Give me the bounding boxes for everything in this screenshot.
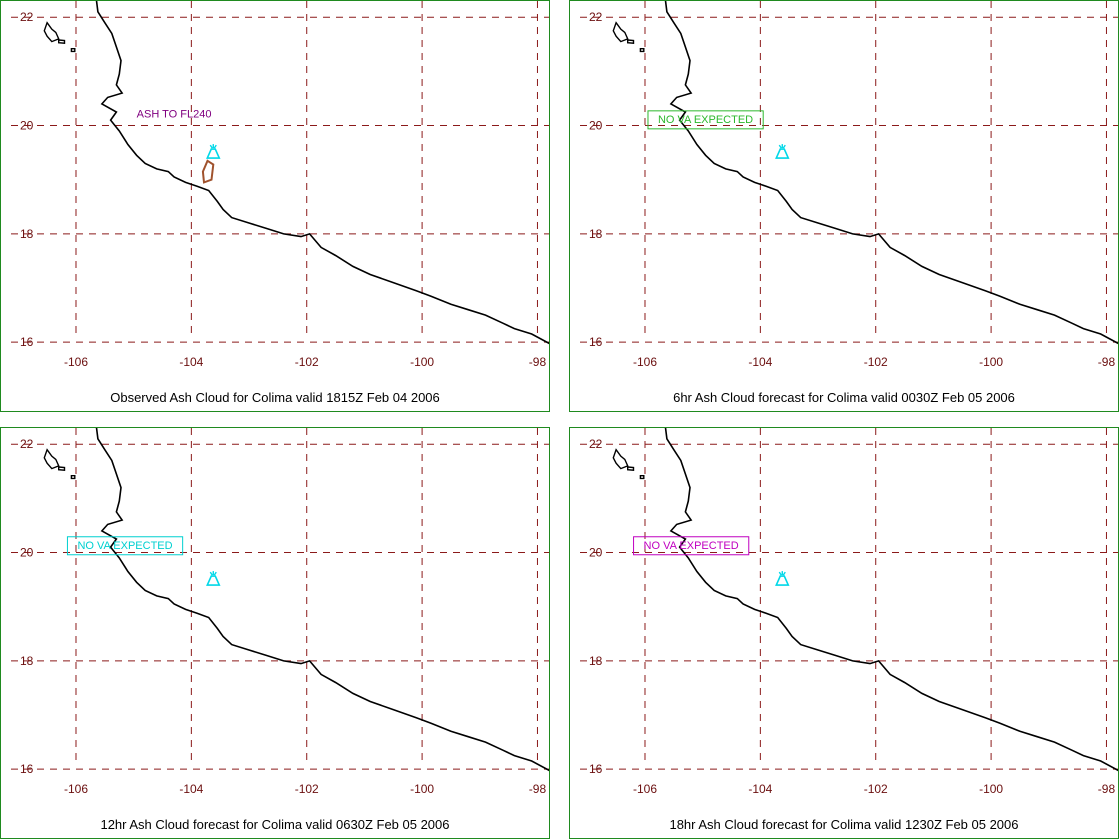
lat-tick-label: 22 [589, 437, 603, 451]
lon-tick-label: -100 [979, 355, 1003, 369]
lat-tick-label: 16 [20, 762, 34, 776]
lon-tick-label: -102 [295, 782, 319, 796]
panel-caption: 12hr Ash Cloud forecast for Colima valid… [100, 817, 450, 832]
lat-tick-label: 22 [20, 10, 34, 24]
lon-tick-label: -106 [64, 782, 88, 796]
island-outline [43, 448, 60, 470]
island-outline [627, 466, 635, 471]
lat-tick-label: 16 [589, 762, 603, 776]
island-outline [70, 475, 76, 480]
lon-tick-label: -98 [1098, 782, 1116, 796]
panel-caption: Observed Ash Cloud for Colima valid 1815… [110, 390, 440, 405]
island-outline [43, 21, 60, 43]
map-panel-18hr: -106 -104 -102 -100 -98 22 20 18 16 NO VA EXPECTE… [569, 427, 1119, 839]
map-canvas: -106 -104 -102 -100 -98 22 20 18 16 NO VA EXPECTE… [580, 428, 1118, 796]
island-outline [639, 475, 645, 480]
lon-tick-label: -106 [633, 355, 657, 369]
lat-tick-label: 16 [20, 335, 34, 349]
ash-label-box [647, 110, 764, 130]
lat-tick-label: 20 [20, 119, 34, 133]
coastline [95, 428, 549, 772]
lat-tick-label: 16 [589, 335, 603, 349]
ash-label-box [633, 536, 750, 556]
island-outline [58, 466, 66, 471]
lon-tick-label: -100 [410, 782, 434, 796]
map-panel-12hr: -106 -104 -102 -100 -98 22 20 18 16 NO VA EXPECTE… [0, 427, 550, 839]
volcano-icon [775, 571, 790, 586]
lat-tick-label: 18 [589, 654, 603, 668]
island-outline [639, 48, 645, 53]
volcano-icon [206, 571, 221, 586]
lon-tick-label: -100 [410, 355, 434, 369]
lon-tick-label: -104 [179, 782, 203, 796]
lon-tick-label: -104 [748, 355, 772, 369]
panel-caption: 6hr Ash Cloud forecast for Colima valid … [673, 390, 1015, 405]
lat-tick-label: 18 [20, 227, 34, 241]
lat-tick-label: 18 [20, 654, 34, 668]
lon-tick-label: -98 [529, 355, 547, 369]
coastline [664, 1, 1118, 345]
volcano-icon [206, 144, 221, 159]
lon-tick-label: -104 [748, 782, 772, 796]
volcano-icon [775, 144, 790, 159]
coastline [664, 428, 1118, 772]
ash-label: NO VA EXPECTED [658, 114, 753, 126]
island-outline [612, 448, 629, 470]
lon-tick-label: -104 [179, 355, 203, 369]
map-panel-6hr: -106 -104 -102 -100 -98 22 20 18 16 NO VA EXPECTE… [569, 0, 1119, 412]
ash-label: ASH TO FL240 [137, 108, 212, 120]
island-outline [612, 21, 629, 43]
lon-tick-label: -100 [979, 782, 1003, 796]
map-canvas: -106 -104 -102 -100 -98 22 20 18 16 ASH TO FL240 [11, 1, 549, 369]
lon-tick-label: -102 [864, 355, 888, 369]
panel-caption: 18hr Ash Cloud forecast for Colima valid… [669, 817, 1019, 832]
island-outline [627, 39, 635, 44]
ash-label-box [66, 536, 184, 556]
lat-tick-label: 20 [20, 546, 34, 560]
lat-tick-label: 20 [589, 119, 603, 133]
map-panel-observed: -106 -104 -102 -100 -98 22 20 18 16 ASH TO FL240 … [0, 0, 550, 412]
lat-tick-label: 18 [589, 227, 603, 241]
island-outline [70, 48, 76, 53]
lon-tick-label: -98 [529, 782, 547, 796]
lon-tick-label: -106 [64, 355, 88, 369]
lat-tick-label: 20 [589, 546, 603, 560]
coastline [95, 1, 549, 345]
lon-tick-label: -102 [295, 355, 319, 369]
ash-label: NO VA EXPECTED [644, 540, 739, 552]
lat-tick-label: 22 [20, 437, 34, 451]
lon-tick-label: -106 [633, 782, 657, 796]
ash-cloud-outline [201, 159, 215, 184]
island-outline [58, 39, 66, 44]
map-canvas: -106 -104 -102 -100 -98 22 20 18 16 NO VA EXPECTE… [580, 1, 1118, 369]
lon-tick-label: -98 [1098, 355, 1116, 369]
lon-tick-label: -102 [864, 782, 888, 796]
lat-tick-label: 22 [589, 10, 603, 24]
map-canvas: -106 -104 -102 -100 -98 22 20 18 16 NO VA EXPECTE… [11, 428, 549, 796]
ash-label: NO VA EXPECTED [77, 540, 172, 552]
